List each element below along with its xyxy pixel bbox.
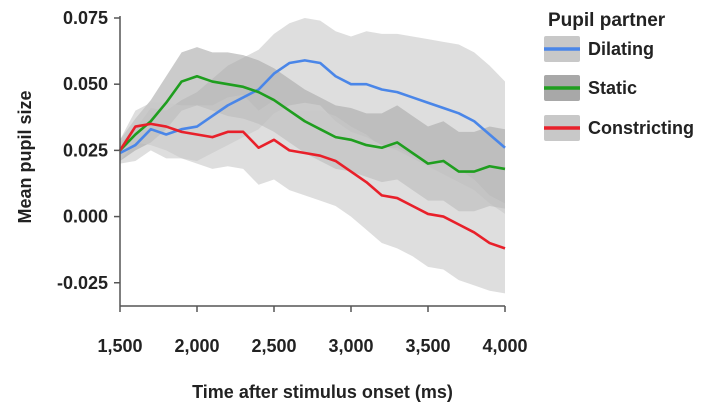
x-tick-label: 4,000	[482, 336, 527, 356]
legend-label-constricting: Constricting	[588, 118, 694, 138]
line-dilating	[119, 59, 506, 155]
band-dilating	[120, 18, 505, 214]
x-axis-title: Time after stimulus onset (ms)	[192, 382, 453, 402]
band-constricting	[120, 94, 505, 294]
y-tick-label: 0.025	[63, 140, 108, 160]
confidence-bands	[120, 18, 505, 294]
tick-labels: 0.075 0.050 0.025 0.000 -0.025 1,500 2,000 2,50…	[57, 8, 528, 356]
x-tick-label: 3,000	[328, 336, 373, 356]
x-tick-label: 1,500	[97, 336, 142, 356]
y-tick-label: -0.025	[57, 273, 108, 293]
x-tick-label: 2,500	[251, 336, 296, 356]
legend-label-static: Static	[588, 78, 637, 98]
axes	[114, 16, 506, 312]
y-tick-label: 0.075	[63, 8, 108, 28]
y-axis-title: Mean pupil size	[15, 90, 35, 223]
series-lines	[118, 59, 506, 250]
line-constricting	[118, 122, 506, 250]
x-tick-label: 2,000	[174, 336, 219, 356]
y-tick-label: 0.050	[63, 74, 108, 94]
y-tick-label: 0.000	[63, 207, 108, 227]
line-static	[119, 74, 506, 173]
legend-title: Pupil partner	[548, 10, 666, 31]
legend: Pupil partner Dilating Static Constricting	[544, 10, 694, 141]
x-tick-label: 3,500	[405, 336, 450, 356]
legend-label-dilating: Dilating	[588, 39, 654, 59]
